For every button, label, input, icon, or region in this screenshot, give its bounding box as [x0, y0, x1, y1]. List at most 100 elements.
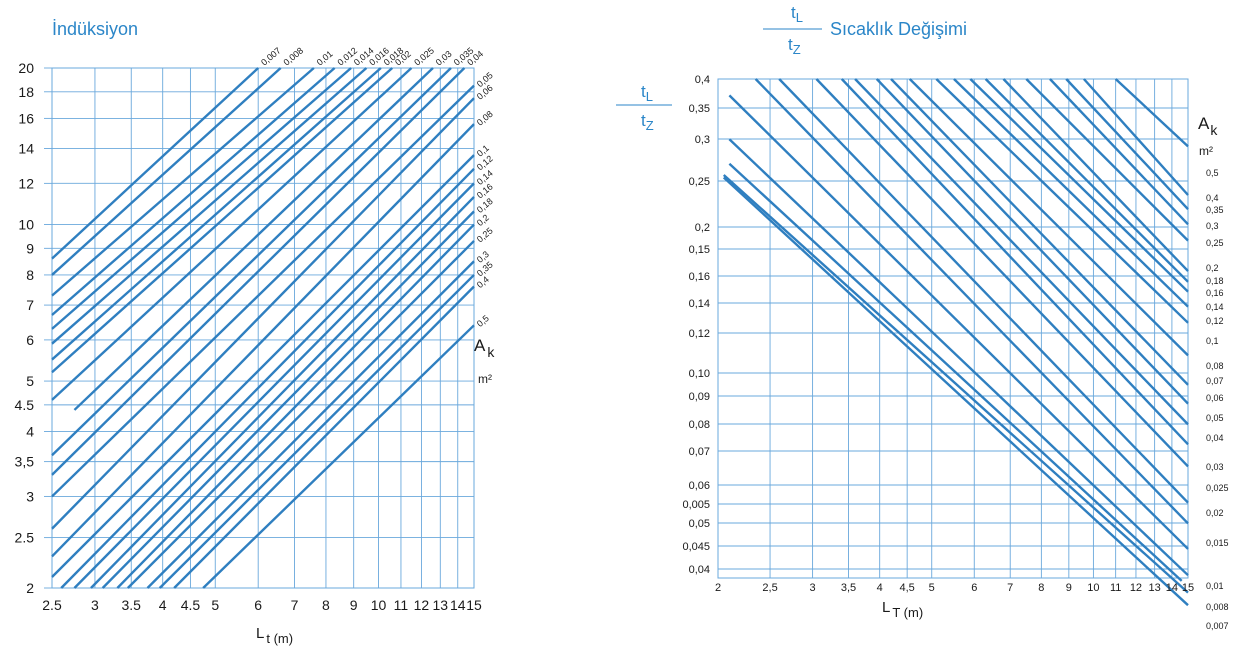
temperature-param-sub: k [1210, 122, 1218, 138]
induction-y-tick: 8 [26, 267, 34, 283]
temperature-curve-label: 0,5 [1206, 168, 1219, 178]
temperature-curves [722, 78, 1189, 607]
title-ratio-bottom-main: t [788, 35, 793, 54]
temperature-xlabel-sub: T (m) [892, 605, 923, 620]
induction-curve-label: 0,08 [475, 109, 495, 128]
induction-curve [51, 67, 394, 374]
temperature-curve-label: 0,025 [1206, 483, 1229, 493]
temperature-curve [728, 162, 1183, 582]
induction-y-tick: 9 [26, 240, 34, 256]
temperature-curve [815, 78, 1189, 468]
induction-curve [51, 67, 260, 260]
temperature-curve-label: 0,02 [1206, 508, 1224, 518]
temperature-x-tick: 9 [1066, 582, 1072, 594]
induction-param-main: A [474, 336, 486, 355]
induction-curve-label: 0,2 [475, 212, 491, 228]
temperature-y-tick: 0,12 [689, 328, 710, 340]
induction-curve [158, 274, 475, 589]
induction-curve-label: 0,5 [475, 313, 491, 329]
induction-y-tick: 16 [18, 110, 34, 126]
temperature-curve-label: 0,05 [1206, 413, 1224, 423]
induction-curve-label: 0,007 [259, 45, 283, 67]
temperature-curve-label: 0,015 [1206, 538, 1229, 548]
temperature-curve-label: 0,01 [1206, 581, 1224, 591]
temperature-x-tick: 3 [810, 582, 816, 594]
induction-x-tick: 2.5 [42, 597, 62, 613]
induction-curve-label: 0,03 [434, 49, 454, 68]
temperature-x-tick: 14 [1166, 582, 1178, 594]
temperature-param-main: A [1198, 114, 1210, 133]
induction-y-tick: 2 [26, 580, 34, 596]
temperature-curve [1025, 78, 1189, 242]
temperature-curve [1114, 78, 1189, 148]
induction-curve-label: 0,12 [475, 153, 495, 172]
temperature-curve [1002, 78, 1189, 272]
y-ratio-top-main: t [641, 82, 646, 101]
temperature-curve [875, 78, 1189, 405]
temperature-curve [722, 176, 1189, 607]
induction-curve [101, 210, 475, 589]
induction-curve [51, 67, 315, 297]
induction-curve-label: 0,01 [315, 49, 335, 68]
temperature-curve [1049, 78, 1189, 226]
induction-curve-label: 0,16 [475, 182, 495, 201]
induction-x-tick: 3.5 [122, 597, 142, 613]
induction-curve [116, 223, 475, 589]
temperature-curve-label: 0,06 [1206, 393, 1224, 403]
temperature-curve-label: 0,16 [1206, 288, 1224, 298]
induction-curve [51, 67, 352, 330]
induction-x-tick: 13 [433, 597, 449, 613]
temperature-curve-label: 0,25 [1206, 238, 1224, 248]
induction-y-tick: 20 [18, 60, 34, 76]
temperature-curve [1065, 78, 1189, 210]
induction-xlabel-sub: t (m) [266, 631, 293, 646]
induction-curve [127, 240, 475, 589]
induction-y-tick: 7 [26, 297, 34, 313]
temperature-y-tick: 0,09 [689, 391, 710, 403]
temperature-x-tick: 6 [971, 582, 977, 594]
induction-y-ticks: 2 2.5 3 3,5 4 4.5 5 6 7 8 9 10 12 14 16 18 20 [15, 60, 35, 596]
temperature-x-tick: 7 [1007, 582, 1013, 594]
temperature-param-unit: m² [1199, 144, 1213, 158]
temperature-plot-frame [717, 78, 1189, 579]
temperature-y-tick: 0,05 [689, 518, 710, 530]
induction-x-tick: 15 [466, 597, 482, 613]
temperature-x-tick: 2 [715, 582, 721, 594]
y-ratio-top-sub: L [646, 89, 653, 104]
temperature-y-tick: 0,2 [695, 222, 710, 234]
induction-param-sub: k [487, 344, 495, 360]
induction-y-tick: 14 [18, 141, 34, 157]
temperature-curve [984, 78, 1189, 283]
induction-curve [173, 285, 475, 589]
temperature-curve-label: 0,04 [1206, 433, 1224, 443]
temperature-x-tick: 15 [1182, 582, 1194, 594]
temperature-x-tick: 3,5 [841, 582, 856, 594]
temperature-curve [908, 78, 1189, 357]
induction-chart-title: İndüksiyon [52, 19, 138, 39]
induction-curve [51, 123, 475, 558]
induction-curve [51, 67, 382, 361]
induction-curve [51, 67, 368, 345]
induction-curve [51, 67, 452, 457]
temperature-x-tick: 13 [1148, 582, 1160, 594]
temperature-curve [1083, 78, 1189, 196]
induction-x-tick: 10 [371, 597, 387, 613]
induction-x-tick: 3 [91, 597, 99, 613]
induction-curve-label: 0,025 [412, 45, 436, 67]
temperature-y-tick: 0,045 [682, 541, 710, 553]
temperature-curve-label: 0,008 [1206, 602, 1229, 612]
temperature-curve [840, 78, 1189, 446]
temperature-x-tick: 12 [1130, 582, 1142, 594]
temperature-curve [890, 78, 1189, 386]
temperature-x-tick: 11 [1110, 582, 1121, 594]
temperature-y-tick: 0,14 [689, 298, 710, 310]
temperature-curve [728, 138, 1189, 577]
induction-xlabel-main: L [256, 625, 264, 642]
induction-curve [146, 260, 475, 589]
induction-x-tick: 8 [322, 597, 330, 613]
temperature-curve [722, 174, 1189, 594]
temperature-chart: tL tZ Sıcaklık Değişimi tL tZ 0,040,0450… [616, 3, 1229, 631]
